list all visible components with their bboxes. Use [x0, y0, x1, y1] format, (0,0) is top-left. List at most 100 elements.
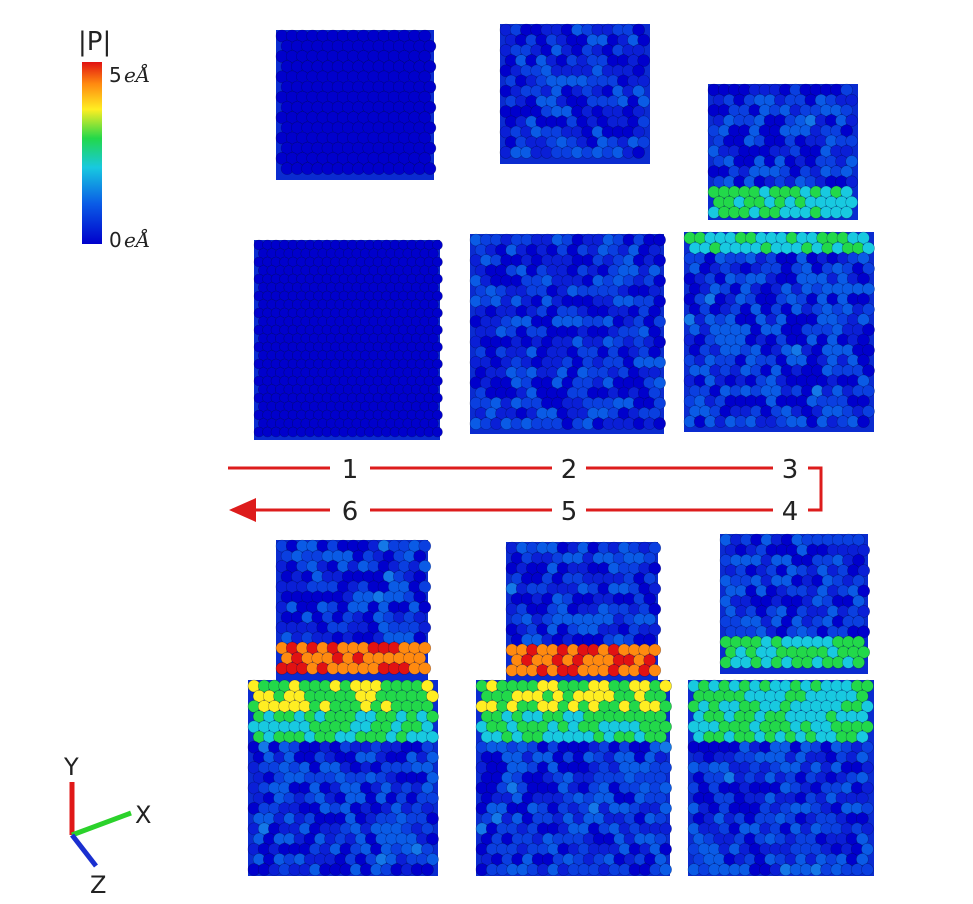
atom-sphere	[423, 121, 437, 135]
x-axis-line	[71, 810, 132, 838]
arrow-turn-segment	[808, 466, 823, 512]
colorbar-gradient	[82, 62, 102, 244]
panel-2-top-block	[499, 23, 651, 164]
atom-sphere	[840, 144, 853, 158]
atom-sphere	[427, 282, 439, 293]
atom-sphere	[862, 405, 875, 418]
atom-sphere	[427, 367, 439, 378]
atom-sphere	[637, 74, 651, 88]
atom-sphere	[418, 600, 432, 614]
atom-sphere	[418, 152, 432, 165]
atom-sphere	[426, 812, 439, 825]
atom-sphere	[426, 751, 439, 764]
atom-sphere	[432, 358, 443, 370]
atom-sphere	[862, 241, 875, 255]
atom-sphere	[845, 195, 859, 209]
axes-triad: Y X Z	[63, 753, 151, 899]
atom-sphere	[637, 115, 651, 129]
atom-sphere	[857, 333, 870, 347]
atom-sphere	[653, 335, 666, 349]
atom-sphere	[432, 324, 443, 336]
atom-sphere	[432, 392, 443, 404]
atom-sphere	[653, 233, 666, 247]
atom-sphere	[643, 592, 657, 606]
step-label-2: 2	[561, 455, 578, 485]
atom-sphere	[418, 90, 432, 104]
atom-sphere	[637, 95, 651, 108]
atom-sphere	[423, 60, 437, 73]
panel-4-top-block	[719, 533, 871, 674]
colorbar-min-label: 0	[109, 228, 122, 252]
atom-sphere	[648, 325, 661, 339]
atom-sphere	[423, 141, 437, 155]
atom-sphere	[862, 262, 875, 275]
atom-sphere	[423, 39, 437, 53]
atom-sphere	[426, 771, 439, 785]
colorbar-max-label: 5	[109, 63, 122, 87]
atom-sphere	[648, 541, 662, 555]
atom-sphere	[653, 254, 666, 267]
atom-sphere	[648, 386, 661, 400]
atom-sphere	[413, 631, 427, 645]
atom-sphere	[418, 70, 432, 84]
atom-sphere	[421, 781, 434, 795]
atom-sphere	[653, 356, 666, 369]
atom-sphere	[840, 165, 853, 178]
atom-sphere	[421, 740, 434, 754]
atom-sphere	[632, 64, 645, 78]
atom-sphere	[862, 384, 875, 398]
atom-sphere	[421, 761, 434, 774]
atom-sphere	[426, 832, 439, 846]
atom-sphere	[653, 417, 666, 430]
atom-sphere	[857, 272, 870, 286]
atom-sphere	[857, 374, 870, 388]
colorbar-min-unit: eÅ	[124, 227, 150, 252]
atom-sphere	[861, 863, 874, 876]
atom-sphere	[653, 294, 666, 308]
colorbar-title: |P|	[78, 27, 111, 57]
atom-sphere	[418, 621, 432, 634]
atom-sphere	[421, 863, 434, 876]
atom-sphere	[852, 656, 865, 669]
atom-sphere	[418, 131, 432, 145]
atom-sphere	[648, 345, 661, 359]
atom-sphere	[426, 791, 439, 805]
atom-sphere	[432, 256, 443, 268]
snapshot-panels	[247, 23, 875, 876]
atom-sphere	[427, 316, 439, 327]
atom-sphere	[413, 611, 427, 624]
atom-sphere	[653, 376, 666, 390]
atom-sphere	[432, 375, 443, 387]
z-axis-label: Z	[90, 871, 106, 899]
panel-6-bottom-block	[247, 679, 439, 876]
atom-sphere	[648, 407, 661, 420]
atom-sphere	[857, 313, 870, 326]
atom-sphere	[637, 54, 651, 67]
atom-sphere	[857, 292, 870, 306]
atom-sphere	[421, 700, 434, 713]
atom-sphere	[427, 418, 439, 429]
atom-sphere	[862, 303, 875, 316]
atom-sphere	[659, 863, 672, 876]
atom-sphere	[418, 580, 432, 594]
atom-sphere	[637, 33, 651, 47]
atom-sphere	[840, 185, 853, 199]
atom-sphere	[421, 822, 434, 836]
atom-sphere	[632, 44, 645, 57]
panel-2-bottom-block	[469, 233, 666, 434]
atom-sphere	[432, 290, 443, 302]
atom-sphere	[648, 284, 661, 298]
panel-4-bottom-block	[687, 679, 874, 876]
panel-1-bottom-block	[253, 239, 443, 440]
atom-sphere	[426, 730, 439, 744]
step-label-3: 3	[782, 455, 799, 485]
x-axis-label: X	[135, 801, 151, 829]
atom-sphere	[857, 231, 870, 245]
process-arrow: 1 2 3 4 5 6	[228, 455, 823, 527]
atom-sphere	[632, 105, 645, 118]
atom-sphere	[432, 273, 443, 285]
atom-sphere	[418, 641, 432, 655]
atom-sphere	[845, 175, 859, 189]
step-label-4: 4	[782, 497, 799, 527]
atom-sphere	[423, 101, 437, 114]
